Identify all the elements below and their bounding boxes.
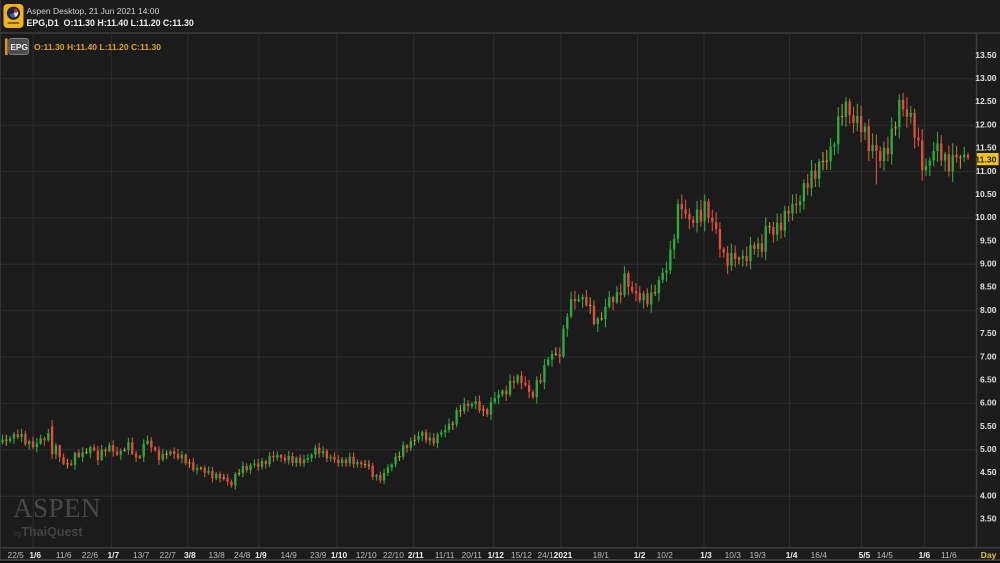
svg-text:6.00: 6.00 [980,398,997,408]
svg-text:8.00: 8.00 [980,305,997,315]
svg-text:14/5: 14/5 [877,550,894,560]
svg-text:12.00: 12.00 [975,119,997,129]
svg-text:11/6: 11/6 [56,550,72,560]
svg-text:O:11.30 H:11.40 L:11.20 C:11.3: O:11.30 H:11.40 L:11.20 C:11.30 [34,42,161,52]
svg-text:14/9: 14/9 [280,550,297,560]
svg-text:13/8: 13/8 [208,550,225,560]
svg-text:13.00: 13.00 [975,73,997,83]
svg-text:24/12: 24/12 [538,550,559,560]
svg-text:13/7: 13/7 [133,550,150,560]
svg-text:11.50: 11.50 [976,143,997,153]
svg-text:1/7: 1/7 [107,550,119,560]
svg-text:EPG: EPG [10,42,28,52]
svg-text:22/10: 22/10 [383,550,404,560]
svg-text:13.50: 13.50 [975,50,997,60]
svg-text:12/10: 12/10 [356,550,377,560]
svg-text:22/6: 22/6 [82,550,99,560]
svg-text:byThaiQuest: byThaiQuest [14,525,83,539]
svg-text:7.50: 7.50 [980,328,997,338]
svg-text:ASPEN: ASPEN [13,493,101,523]
svg-text:1/12: 1/12 [488,550,505,560]
svg-text:20/11: 20/11 [462,550,483,560]
svg-text:24/8: 24/8 [234,550,251,560]
svg-text:5/5: 5/5 [859,550,871,560]
svg-text:1/9: 1/9 [255,550,267,560]
svg-text:9.00: 9.00 [980,259,997,269]
svg-text:12.50: 12.50 [975,96,997,106]
svg-text:23/9: 23/9 [310,550,327,560]
svg-text:1/4: 1/4 [786,550,798,560]
svg-text:2021: 2021 [554,550,573,560]
svg-text:22/5: 22/5 [8,550,25,560]
svg-text:11.30: 11.30 [975,155,996,165]
svg-text:18/1: 18/1 [593,550,610,560]
svg-text:15/12: 15/12 [511,550,532,560]
svg-text:7.00: 7.00 [980,351,997,361]
svg-text:3.50: 3.50 [980,514,997,524]
svg-text:11/6: 11/6 [941,550,957,560]
svg-text:8.50: 8.50 [980,282,997,292]
svg-text:Aspen Desktop, 21 Jun 2021 14:: Aspen Desktop, 21 Jun 2021 14:00 [27,6,160,16]
svg-text:1/6: 1/6 [29,550,41,560]
svg-text:11/11: 11/11 [435,550,455,560]
svg-text:2/11: 2/11 [408,550,424,560]
svg-text:1/2: 1/2 [634,550,646,560]
svg-text:EPG,D1 O:11.30 H:11.40 L:11.2: EPG,D1 O:11.30 H:11.40 L:11.20 C:11.30 [27,18,194,28]
svg-text:16/4: 16/4 [811,550,828,560]
svg-text:11.00: 11.00 [976,166,997,176]
svg-text:6.50: 6.50 [980,375,997,385]
svg-text:4.00: 4.00 [980,490,997,500]
svg-text:19/3: 19/3 [749,550,766,560]
svg-text:10/3: 10/3 [725,550,742,560]
svg-text:5.50: 5.50 [980,421,997,431]
svg-text:9.50: 9.50 [980,235,997,245]
svg-text:22/7: 22/7 [160,550,177,560]
svg-text:1/6: 1/6 [919,550,931,560]
svg-text:4.50: 4.50 [980,467,997,477]
svg-text:1/10: 1/10 [331,550,348,560]
svg-text:1/3: 1/3 [700,550,712,560]
svg-text:10.00: 10.00 [975,212,997,222]
svg-text:Day: Day [981,550,997,560]
svg-text:3/8: 3/8 [184,550,196,560]
svg-text:5.00: 5.00 [980,444,997,454]
svg-text:10.50: 10.50 [975,189,997,199]
svg-text:10/2: 10/2 [657,550,674,560]
